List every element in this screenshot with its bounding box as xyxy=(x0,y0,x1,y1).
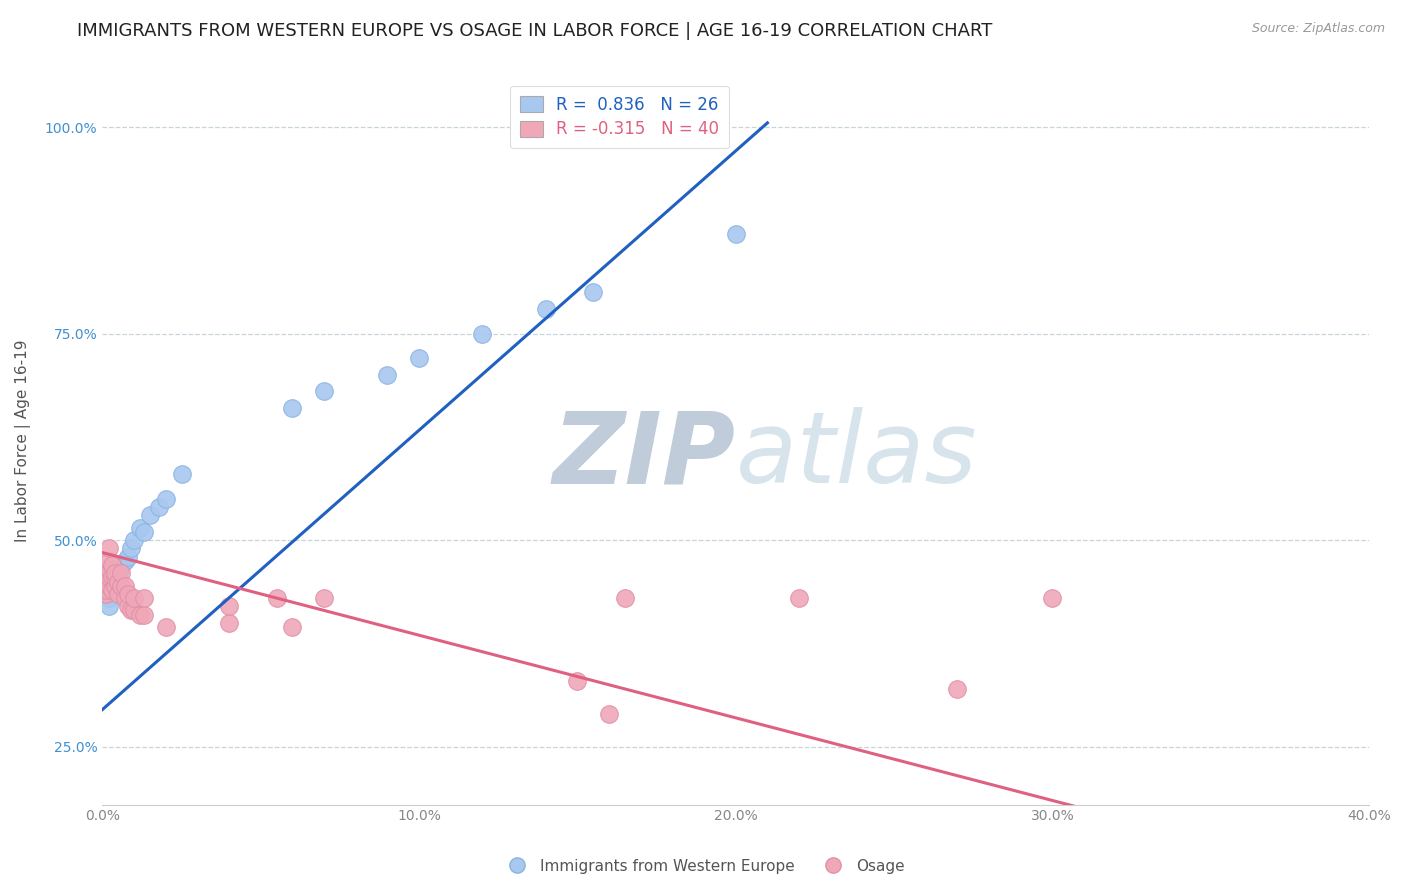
Point xyxy=(97,570,120,584)
Legend: Immigrants from Western Europe, Osage: Immigrants from Western Europe, Osage xyxy=(495,853,911,880)
Point xyxy=(132,607,155,622)
Point xyxy=(104,566,127,581)
Point xyxy=(281,620,304,634)
Point xyxy=(107,570,129,584)
Point xyxy=(471,326,494,341)
Point xyxy=(101,582,124,597)
Point xyxy=(114,579,136,593)
Point xyxy=(567,673,589,688)
Point xyxy=(107,587,129,601)
Point xyxy=(129,607,152,622)
Y-axis label: In Labor Force | Age 16-19: In Labor Force | Age 16-19 xyxy=(15,340,31,542)
Point xyxy=(117,587,139,601)
Point xyxy=(94,587,117,601)
Point xyxy=(94,587,117,601)
Point xyxy=(598,706,620,721)
Legend: R =  0.836   N = 26, R = -0.315   N = 40: R = 0.836 N = 26, R = -0.315 N = 40 xyxy=(510,86,730,148)
Point xyxy=(129,521,152,535)
Point xyxy=(787,591,810,605)
Point xyxy=(377,368,399,382)
Point xyxy=(114,591,136,605)
Point xyxy=(110,566,132,581)
Point xyxy=(97,579,120,593)
Point xyxy=(101,570,124,584)
Point xyxy=(107,566,129,581)
Point xyxy=(155,620,177,634)
Point xyxy=(312,384,335,399)
Point xyxy=(101,558,124,572)
Point xyxy=(613,591,636,605)
Point xyxy=(122,603,145,617)
Point xyxy=(94,582,117,597)
Text: IMMIGRANTS FROM WESTERN EUROPE VS OSAGE IN LABOR FORCE | AGE 16-19 CORRELATION C: IMMIGRANTS FROM WESTERN EUROPE VS OSAGE … xyxy=(77,22,993,40)
Point xyxy=(97,562,120,576)
Point xyxy=(139,508,162,523)
Point xyxy=(266,591,288,605)
Point xyxy=(97,591,120,605)
Point xyxy=(110,579,132,593)
Point xyxy=(582,285,605,300)
Point xyxy=(218,599,240,614)
Point xyxy=(104,579,127,593)
Text: Source: ZipAtlas.com: Source: ZipAtlas.com xyxy=(1251,22,1385,36)
Point xyxy=(104,582,127,597)
Point xyxy=(97,541,120,556)
Point xyxy=(122,591,145,605)
Point xyxy=(534,301,557,316)
Point xyxy=(281,401,304,415)
Point xyxy=(120,541,142,556)
Point xyxy=(155,491,177,506)
Point xyxy=(132,524,155,539)
Point xyxy=(117,599,139,614)
Point xyxy=(148,500,170,515)
Point xyxy=(408,351,430,366)
Point xyxy=(97,599,120,614)
Point xyxy=(170,467,193,481)
Point xyxy=(120,603,142,617)
Text: atlas: atlas xyxy=(735,407,977,504)
Point xyxy=(946,681,969,696)
Point xyxy=(117,549,139,564)
Point xyxy=(312,591,335,605)
Point xyxy=(104,570,127,584)
Point xyxy=(110,559,132,574)
Point xyxy=(97,554,120,568)
Point xyxy=(724,227,747,242)
Point xyxy=(218,615,240,630)
Point xyxy=(114,554,136,568)
Point xyxy=(1042,591,1064,605)
Point xyxy=(122,533,145,548)
Point xyxy=(132,591,155,605)
Text: ZIP: ZIP xyxy=(553,407,735,504)
Point xyxy=(104,579,127,593)
Point xyxy=(94,566,117,581)
Point xyxy=(107,574,129,589)
